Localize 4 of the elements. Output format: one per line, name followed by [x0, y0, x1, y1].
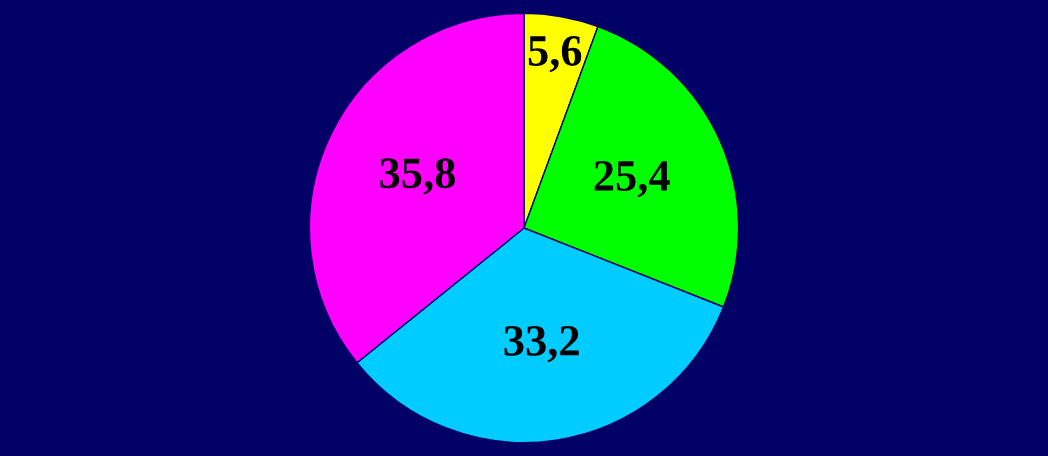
data-label: 5,6: [528, 36, 582, 73]
data-label: 25,4: [594, 161, 670, 198]
data-label: 35,8: [380, 158, 455, 195]
data-label: 33,2: [504, 325, 579, 363]
